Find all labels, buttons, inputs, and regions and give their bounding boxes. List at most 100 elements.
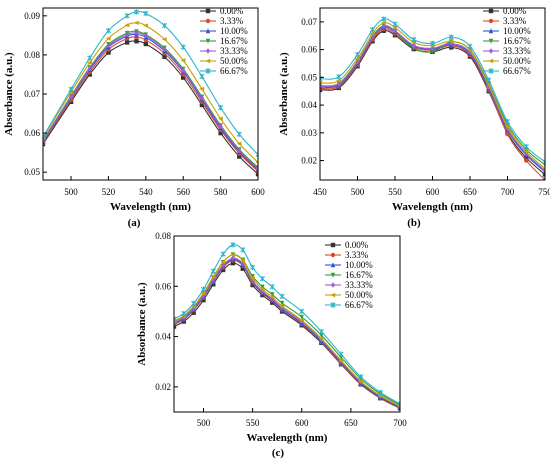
data-point — [319, 333, 324, 339]
legend-marker — [205, 58, 211, 64]
legend-label: 3.33% — [345, 250, 369, 260]
legend-marker — [488, 58, 494, 64]
legend-marker — [488, 28, 494, 34]
legend-label: 66.67% — [503, 66, 531, 76]
data-point — [369, 26, 376, 33]
data-point — [336, 74, 342, 80]
y-tick-label: 0.06 — [301, 45, 317, 55]
chart-panel-1: 450 500 550 600 650 700 750 0.02 0.03 0.04 0.05 0.0… — [278, 6, 550, 229]
y-axis-title: Absorbance (a.u.) — [136, 282, 148, 366]
legend-marker — [205, 28, 211, 34]
legend-marker — [330, 302, 336, 308]
data-point — [299, 314, 304, 320]
data-point — [354, 56, 360, 61]
legend-marker — [205, 48, 211, 54]
x-axis-title: Wavelength (nm) — [392, 201, 473, 213]
x-tick-label: 500 — [197, 418, 211, 428]
data-point — [133, 9, 140, 15]
data-point — [542, 167, 545, 170]
legend-marker — [488, 48, 494, 54]
data-point — [429, 40, 436, 47]
legend-label: 0.00% — [503, 6, 527, 16]
data-point — [338, 351, 344, 357]
y-tick-label: 0.09 — [24, 11, 40, 21]
data-point — [269, 284, 275, 290]
data-point — [255, 161, 258, 164]
data-point — [210, 274, 216, 279]
data-point — [397, 401, 400, 407]
data-point — [218, 123, 223, 130]
legend-label: 50.00% — [345, 290, 373, 300]
data-point — [467, 47, 473, 53]
data-point — [336, 78, 341, 83]
data-point — [523, 144, 529, 150]
y-tick-label: 0.04 — [301, 100, 317, 110]
legend-marker — [205, 8, 211, 14]
y-tick-label: 0.08 — [24, 50, 40, 60]
data-point — [87, 55, 93, 61]
legend-marker — [330, 252, 336, 258]
legend-label: 66.67% — [220, 66, 248, 76]
data-point — [269, 294, 275, 300]
data-point — [240, 266, 245, 271]
data-point — [174, 316, 177, 322]
data-point — [106, 42, 111, 49]
legend-marker — [330, 262, 336, 268]
x-tick-label: 600 — [251, 187, 265, 197]
legend-label: 16.67% — [345, 270, 373, 280]
panel-label: (b) — [407, 217, 421, 229]
legend-label: 10.00% — [220, 26, 248, 36]
y-tick-label: 0.02 — [301, 156, 317, 166]
legend-label: 33.33% — [220, 46, 248, 56]
data-point — [181, 310, 187, 317]
data-point — [505, 132, 510, 137]
data-point — [320, 83, 323, 89]
data-point — [230, 260, 236, 266]
data-point — [218, 130, 223, 136]
legend-marker — [330, 242, 336, 248]
x-tick-label: 450 — [313, 187, 327, 197]
y-tick-label: 0.06 — [24, 128, 40, 138]
x-tick-label: 520 — [102, 187, 116, 197]
y-tick-label: 0.07 — [24, 89, 40, 99]
data-point — [338, 358, 344, 363]
plot-frame — [173, 235, 401, 413]
x-tick-label: 550 — [388, 187, 402, 197]
data-point — [240, 258, 245, 263]
y-tick-label: 0.02 — [155, 382, 171, 392]
x-tick-label: 580 — [214, 187, 228, 197]
x-tick-label: 600 — [295, 418, 309, 428]
data-point — [200, 290, 206, 296]
data-point — [105, 36, 111, 41]
data-point — [218, 104, 224, 111]
data-point — [279, 300, 285, 306]
legend: 0.00%3.33%10.00%16.67%33.33%50.00%66.67% — [325, 240, 373, 310]
data-point — [449, 40, 454, 47]
legend-marker — [488, 8, 494, 14]
data-point — [320, 80, 323, 86]
y-tick-label: 0.06 — [155, 281, 171, 291]
data-point — [250, 282, 255, 288]
data-point — [542, 177, 545, 180]
data-point — [486, 77, 492, 83]
legend-marker — [205, 68, 211, 74]
data-point — [236, 131, 242, 137]
legend-marker — [330, 272, 336, 278]
data-point — [220, 251, 226, 257]
data-point — [237, 147, 242, 154]
data-point — [200, 286, 207, 293]
data-point — [411, 42, 416, 49]
data-point — [180, 58, 186, 63]
series-0.00% — [43, 39, 258, 177]
y-axis-title: Absorbance (a.u.) — [278, 52, 290, 136]
data-point — [299, 318, 304, 323]
legend-marker — [488, 38, 494, 44]
series-66.67% — [320, 16, 545, 165]
data-point — [397, 405, 400, 408]
data-point — [220, 267, 226, 273]
data-point — [143, 33, 149, 39]
data-point — [524, 155, 529, 161]
data-point — [161, 22, 168, 29]
legend-label: 3.33% — [503, 16, 527, 26]
